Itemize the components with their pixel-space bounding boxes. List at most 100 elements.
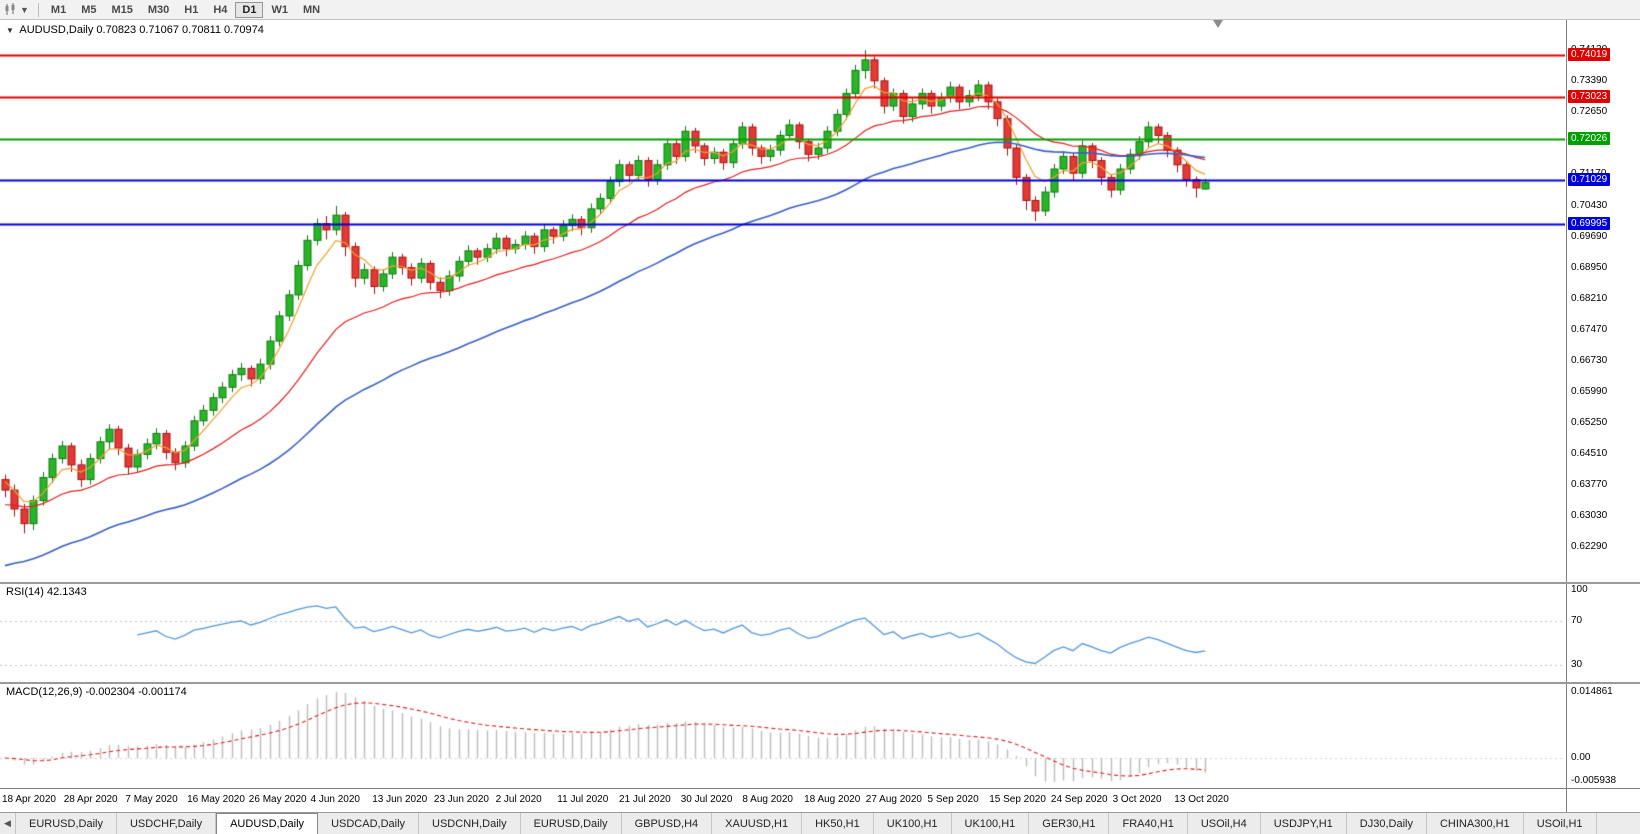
chart-area: ▼ AUDUSD,Daily 0.70823 0.71067 0.70811 0… [0,20,1640,812]
timeframe-w1-button[interactable]: W1 [271,3,288,16]
date-axis-label: 24 Sep 2020 [1050,794,1108,805]
chart-tab-usdcad-daily[interactable]: USDCAD,Daily [318,813,420,834]
timeframe-toolbar: M1 M5 M15 M30 H1 H4 D1 W1 MN [44,1,328,18]
date-axis-label: 23 Jun 2020 [433,794,489,805]
price-axis: 0.741300.733900.726500.719100.711700.704… [1566,20,1640,582]
pane-resize-handle[interactable] [0,682,1640,684]
level-price-tag[interactable]: 0.72026 [1568,131,1611,145]
macd-axis-label: 0.00 [1571,752,1591,763]
price-axis-label: 0.68950 [1571,261,1608,273]
date-axis-label: 28 Apr 2020 [63,794,118,805]
collapse-triangle-icon[interactable]: ▼ [6,26,14,35]
chart-shift-marker[interactable] [1213,20,1223,28]
toolbar-separator [37,2,39,17]
top-toolbar: ▼ M1 M5 M15 M30 H1 H4 D1 W1 MN [0,0,1640,20]
date-axis-label: 13 Oct 2020 [1174,794,1229,805]
chart-tab-uk100-h1[interactable]: UK100,H1 [874,813,952,834]
date-axis-label: 16 May 2020 [187,794,245,805]
price-axis-label: 0.65990 [1571,385,1608,397]
price-axis-label: 0.63030 [1571,510,1608,522]
date-axis-label: 26 May 2020 [248,794,307,805]
chart-tab-ger30-h1[interactable]: GER30,H1 [1029,813,1110,834]
price-axis-label: 0.65250 [1571,416,1608,428]
price-axis-label: 0.68210 [1571,292,1608,304]
chart-tab-china300-h1[interactable]: CHINA300,H1 [1427,813,1524,834]
chart-tab-dj30-daily[interactable]: DJ30,Daily [1347,813,1427,834]
timeframe-m5-button[interactable]: M5 [81,3,97,16]
rsi-axis: 100 70 30 [1566,584,1640,682]
macd-label: MACD(12,26,9) -0.002304 -0.001174 [6,686,187,698]
pane-resize-handle[interactable] [0,582,1640,584]
date-axis-label: 30 Jul 2020 [680,794,733,805]
date-axis-label: 27 Aug 2020 [865,794,922,805]
date-axis-label: 18 Apr 2020 [2,794,56,805]
macd-axis: 0.014861 0.00 -0.005938 [1566,684,1640,788]
level-price-tag[interactable]: 0.71029 [1568,173,1611,187]
main-chart-canvas[interactable] [0,20,1565,582]
rsi-axis-label: 100 [1571,584,1588,595]
macd-axis-label: -0.005938 [1571,775,1617,786]
rsi-axis-label: 70 [1571,614,1583,626]
chart-tab-eurusd-daily[interactable]: EURUSD,Daily [16,813,117,834]
macd-axis-label: 0.014861 [1571,686,1613,697]
date-axis-label: 13 Jun 2020 [372,794,428,805]
chart-tab-usdchf-daily[interactable]: USDCHF,Daily [117,813,217,834]
rsi-pane: RSI(14) 42.1343 100 70 30 [0,584,1640,682]
chart-tab-eurusd-daily[interactable]: EURUSD,Daily [521,813,622,834]
price-axis-label: 0.70430 [1571,199,1608,211]
chart-tab-usoil-h4[interactable]: USOil,H4 [1188,813,1261,834]
timeframe-mn-button[interactable]: MN [302,3,321,16]
level-price-tag[interactable]: 0.74019 [1568,47,1611,61]
main-price-pane: ▼ AUDUSD,Daily 0.70823 0.71067 0.70811 0… [0,20,1640,582]
price-axis-label: 0.66730 [1571,354,1608,366]
chart-tab-usoil-h1[interactable]: USOil,H1 [1524,813,1597,834]
macd-canvas[interactable] [0,684,1565,788]
timeframe-h4-button[interactable]: H4 [213,3,228,16]
rsi-label: RSI(14) 42.1343 [6,586,87,598]
chart-tab-gbpusd-h4[interactable]: GBPUSD,H4 [622,813,713,834]
timeframe-m30-button[interactable]: M30 [147,3,170,16]
chart-tab-xauusd-h1[interactable]: XAUUSD,H1 [712,813,803,834]
date-axis-label: 8 Aug 2020 [742,794,793,805]
timeframe-h1-button[interactable]: H1 [184,3,199,16]
date-axis-label: 3 Oct 2020 [1112,794,1162,805]
chart-title: ▼ AUDUSD,Daily 0.70823 0.71067 0.70811 0… [6,24,264,36]
chart-tab-uk100-h1[interactable]: UK100,H1 [952,813,1030,834]
chart-tab-fra40-h1[interactable]: FRA40,H1 [1109,813,1188,834]
level-price-tag[interactable]: 0.73023 [1568,89,1611,103]
chart-tab-audusd-daily[interactable]: AUDUSD,Daily [216,813,319,834]
price-axis-label: 0.64510 [1571,447,1608,459]
price-axis-label: 0.62290 [1571,541,1608,553]
chart-tab-usdcnh-daily[interactable]: USDCNH,Daily [419,813,521,834]
date-axis: 18 Apr 2020 28 Apr 2020 7 May 2020 16 May 2… [0,788,1640,812]
date-axis-label: 15 Sep 2020 [989,794,1046,805]
chart-ohlc-values: 0.70823 0.71067 0.70811 0.70974 [96,24,264,36]
date-axis-label: 11 Jul 2020 [557,794,609,805]
date-axis-corner [1566,789,1640,812]
chart-type-dropdown-caret[interactable]: ▼ [20,4,29,15]
date-axis-label: 21 Jul 2020 [619,794,671,805]
chart-symbol-label: AUDUSD,Daily [19,24,94,36]
timeframe-m1-button[interactable]: M1 [50,3,67,16]
macd-pane: MACD(12,26,9) -0.002304 -0.001174 0.0148… [0,684,1640,788]
rsi-axis-label: 30 [1571,659,1583,671]
price-axis-label: 0.69690 [1571,230,1608,242]
level-price-tag[interactable]: 0.69995 [1568,216,1611,230]
timeframe-d1-button[interactable]: D1 [235,1,264,18]
date-axis-label: 4 Jun 2020 [310,794,361,805]
candlestick-chart-icon[interactable] [4,3,19,16]
timeframe-m15-button[interactable]: M15 [111,3,133,16]
price-axis-label: 0.72650 [1571,106,1608,118]
tab-scroll-left-button[interactable]: ◀ [0,813,16,834]
chart-tab-hk50-h1[interactable]: HK50,H1 [802,813,874,834]
date-axis-label: 5 Sep 2020 [927,794,979,805]
chart-tab-bar: ◀ EURUSD,Daily USDCHF,Daily AUDUSD,Daily US… [0,812,1640,834]
price-axis-label: 0.63770 [1571,479,1608,491]
price-axis-label: 0.67470 [1571,323,1608,335]
date-axis-label: 2 Jul 2020 [495,794,542,805]
chart-tab-usdjpy-h1[interactable]: USDJPY,H1 [1261,813,1347,834]
rsi-canvas[interactable] [0,584,1565,682]
date-axis-label: 7 May 2020 [125,794,178,805]
price-axis-label: 0.73390 [1571,75,1608,87]
